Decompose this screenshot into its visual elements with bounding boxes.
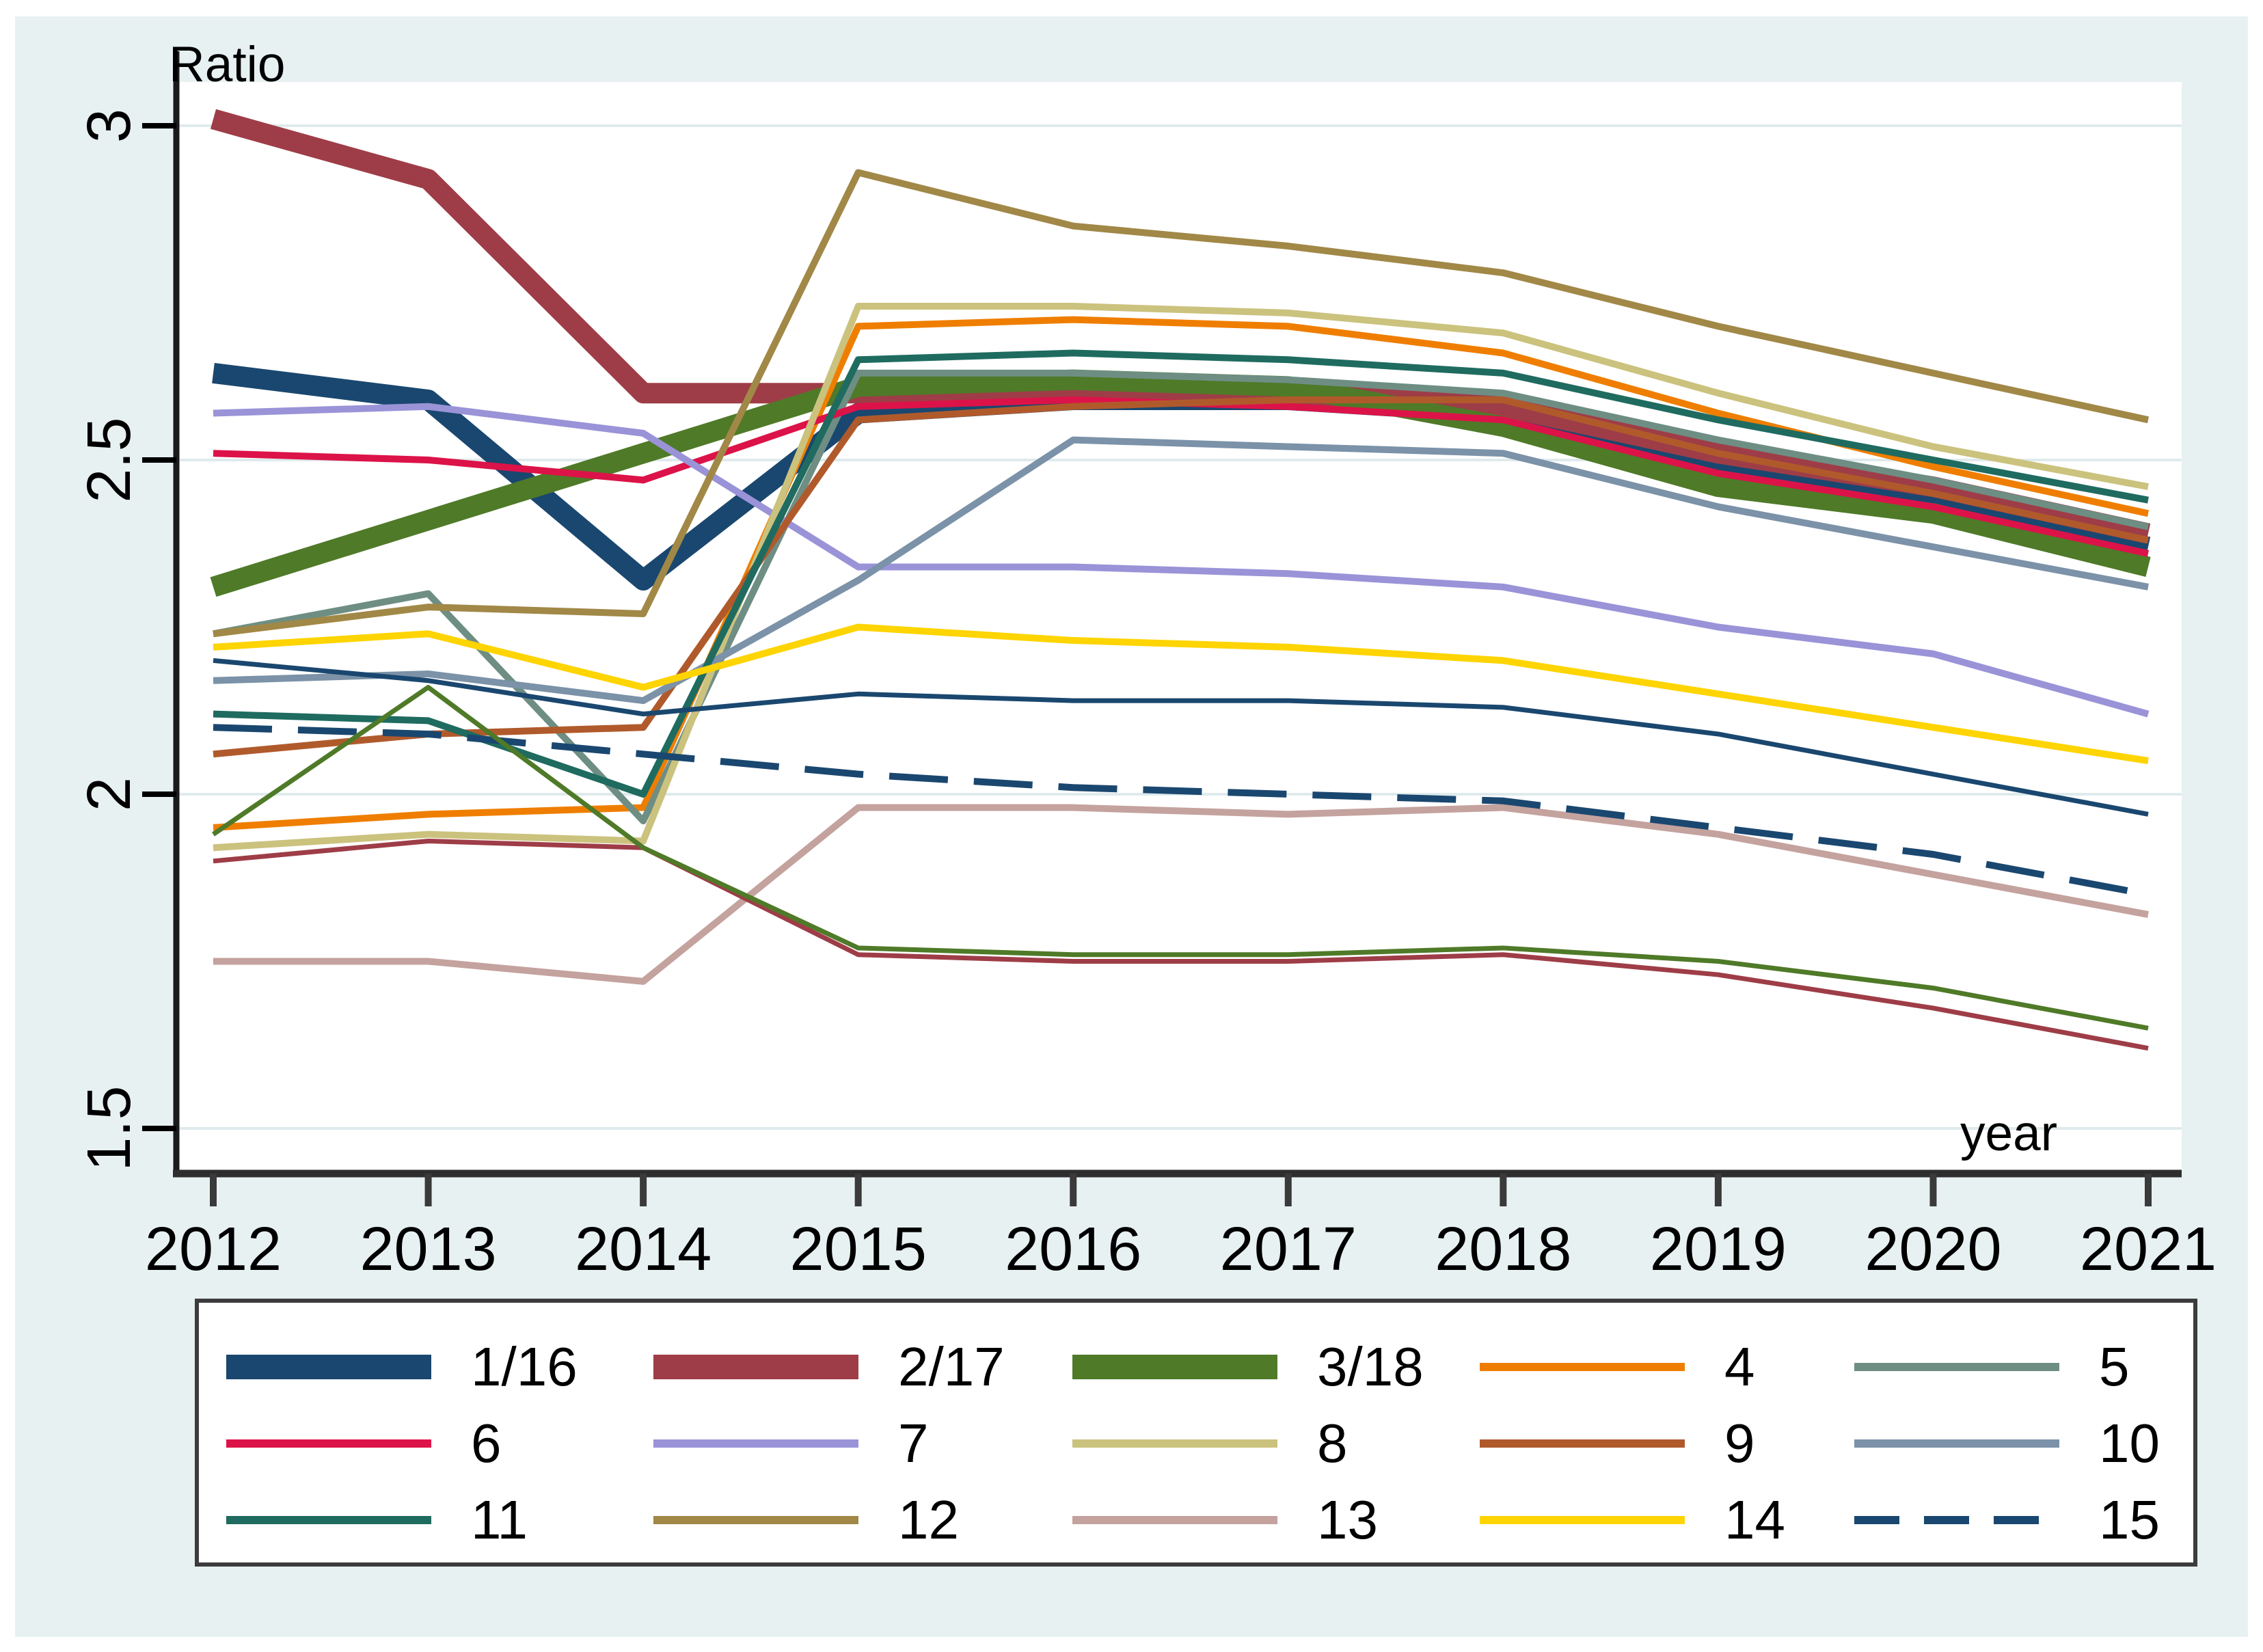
- x-tick-label-2020: 2020: [1865, 1215, 2001, 1284]
- series-line-15: [213, 724, 2149, 898]
- legend-swatch-3/18: [1072, 1355, 1277, 1379]
- legend-swatch-11: [226, 1516, 431, 1524]
- legend-item-12: 12: [653, 1482, 1072, 1558]
- series-line-13: [213, 804, 2149, 985]
- legend-label-8: 8: [1317, 1413, 1348, 1474]
- legend-swatch-5: [1854, 1363, 2059, 1371]
- legend-swatch-2/17: [653, 1355, 858, 1379]
- legend-label-2/17: 2/17: [898, 1336, 1005, 1397]
- x-tick-label-2013: 2013: [360, 1215, 496, 1284]
- legend-swatch-1/16: [226, 1355, 431, 1379]
- legend-label-9: 9: [1724, 1413, 1755, 1474]
- series-line-3: [210, 369, 2151, 597]
- legend-label-1/16: 1/16: [471, 1336, 578, 1397]
- y-axis-title: Ratio: [169, 37, 286, 92]
- legend-label-11: 11: [471, 1489, 528, 1550]
- series-line-17: [213, 838, 2149, 1051]
- legend-item-6: 6: [226, 1405, 653, 1482]
- legend-item-7: 7: [653, 1405, 1072, 1482]
- legend-item-4: 4: [1480, 1329, 1854, 1405]
- legend-label-10: 10: [2099, 1413, 2160, 1474]
- series-line-5: [213, 369, 2150, 825]
- series-line-14: [213, 623, 2149, 765]
- y-tick-label-3: 3: [75, 109, 144, 143]
- legend-item-3/18: 3/18: [1072, 1329, 1480, 1405]
- legend-item-13: 13: [1072, 1482, 1480, 1558]
- legend-item-14: 14: [1480, 1482, 1854, 1558]
- x-tick-label-2019: 2019: [1650, 1215, 1787, 1284]
- x-tick-label-2018: 2018: [1435, 1215, 1571, 1284]
- legend-item-11: 11: [226, 1482, 653, 1558]
- legend-swatch-9: [1480, 1439, 1685, 1448]
- legend-swatch-4: [1480, 1363, 1685, 1371]
- legend-label-4: 4: [1724, 1336, 1755, 1397]
- legend-swatch-12: [653, 1516, 858, 1524]
- legend-grid: 1/16 2/17 3/18 4 5 6 7 8 9 10 11 12 13 14 15: [199, 1303, 2193, 1558]
- series-line-18: [212, 685, 2149, 1031]
- series-line-8: [213, 303, 2149, 852]
- legend-swatch-6: [226, 1439, 431, 1448]
- x-tick-label-2014: 2014: [575, 1215, 712, 1284]
- x-tick-label-2016: 2016: [1005, 1215, 1141, 1284]
- series-line-10: [213, 436, 2149, 705]
- legend-label-5: 5: [2099, 1336, 2130, 1397]
- legend-swatch-15: [1854, 1516, 2059, 1524]
- series-line-16: [213, 658, 2149, 817]
- y-tick-label-2: 2: [75, 777, 144, 811]
- legend-label-14: 14: [1724, 1489, 1785, 1550]
- legend-label-3/18: 3/18: [1317, 1336, 1424, 1397]
- plot-area: [176, 82, 2182, 1174]
- legend-swatch-8: [1072, 1439, 1277, 1448]
- legend-item-15: 15: [1854, 1482, 2193, 1558]
- series-line-12: [213, 169, 2150, 638]
- series-line-9: [213, 396, 2150, 758]
- legend-swatch-10: [1854, 1439, 2059, 1448]
- legend-item-5: 5: [1854, 1329, 2193, 1405]
- legend-label-15: 15: [2099, 1489, 2160, 1550]
- legend-item-2/17: 2/17: [653, 1329, 1072, 1405]
- y-tick-label-1.5: 1.5: [75, 1085, 144, 1171]
- legend-item-8: 8: [1072, 1405, 1480, 1482]
- legend-label-6: 6: [471, 1413, 502, 1474]
- legend-item-1/16: 1/16: [226, 1329, 653, 1405]
- legend-item-9: 9: [1480, 1405, 1854, 1482]
- series-line-11: [213, 349, 2149, 798]
- legend: 1/16 2/17 3/18 4 5 6 7 8 9 10 11 12 13 14 15: [195, 1299, 2197, 1567]
- x-tick-label-2012: 2012: [145, 1215, 282, 1284]
- legend-label-7: 7: [898, 1413, 929, 1474]
- x-tick-label-2021: 2021: [2080, 1215, 2217, 1284]
- y-tick-label-2.5: 2.5: [75, 417, 144, 502]
- legend-label-12: 12: [898, 1489, 959, 1550]
- x-tick-label-2017: 2017: [1220, 1215, 1357, 1284]
- x-tick-label-2015: 2015: [790, 1215, 927, 1284]
- legend-swatch-13: [1072, 1516, 1277, 1524]
- legend-swatch-14: [1480, 1516, 1685, 1524]
- legend-label-13: 13: [1317, 1489, 1378, 1550]
- x-axis-title: year: [1960, 1106, 2058, 1161]
- legend-item-10: 10: [1854, 1405, 2193, 1482]
- legend-swatch-7: [653, 1439, 858, 1448]
- series-line-7: [213, 403, 2150, 718]
